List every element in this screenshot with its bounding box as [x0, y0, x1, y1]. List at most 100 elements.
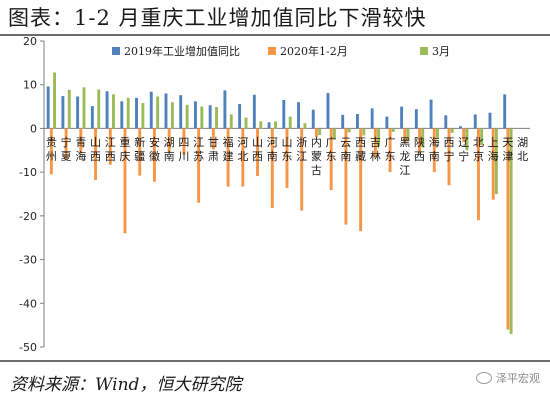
bar [282, 100, 286, 129]
bar [421, 128, 425, 148]
legend-swatch [420, 47, 428, 55]
bar [226, 128, 230, 187]
y-tick-label: 0 [30, 122, 37, 135]
bar [252, 94, 256, 129]
category-label: 青海 [75, 136, 86, 163]
bar [112, 94, 115, 129]
bar [200, 106, 204, 129]
bar [170, 102, 174, 129]
category-label: 四川 [178, 136, 189, 163]
bar [259, 121, 263, 129]
y-tick-label: -30 [19, 254, 37, 267]
category-label: 河南 [267, 136, 278, 163]
y-tick-label: -50 [19, 341, 37, 354]
axes: -50 -40 -30 -20 -10 0 10 20 [19, 35, 530, 354]
bar [315, 128, 318, 138]
category-label: 山西 [252, 136, 263, 163]
bar [223, 90, 227, 129]
bar [359, 128, 363, 232]
bar [285, 128, 289, 188]
category-label: 西宁 [444, 136, 455, 163]
bar [197, 128, 201, 203]
bar [477, 128, 480, 221]
bar [341, 114, 345, 129]
category-label: 湖南 [164, 136, 175, 163]
bar [326, 93, 330, 129]
bar [167, 128, 171, 153]
bar [459, 126, 462, 129]
bar [241, 128, 245, 187]
bars [46, 72, 513, 334]
bar [391, 128, 395, 132]
bar [436, 128, 439, 139]
title-divider [0, 34, 550, 36]
bar [123, 128, 127, 234]
legend: 2019年工业增加值同比 2020年1-2月 3月 [112, 44, 450, 58]
bar [288, 116, 292, 129]
bar [208, 105, 212, 129]
bar [126, 97, 130, 129]
bar [300, 128, 304, 211]
category-label: 北京 [473, 136, 484, 163]
bar [105, 91, 109, 129]
bar [274, 121, 277, 129]
bar [414, 109, 418, 129]
y-tick-label: -10 [19, 166, 37, 179]
category-label: 上海 [488, 136, 499, 163]
bar [297, 102, 300, 129]
bar [406, 128, 410, 142]
bar [141, 103, 145, 129]
category-label: 西藏 [355, 136, 366, 163]
bar [94, 128, 97, 181]
bar [388, 128, 392, 173]
bar [444, 115, 448, 129]
bar [82, 87, 86, 129]
bar [90, 106, 94, 129]
bar [97, 89, 101, 129]
source-bar: 资料来源：Wind，恒大研究院 泽平宏观 [0, 360, 550, 402]
legend-label: 3月 [432, 45, 450, 58]
bar [491, 128, 495, 200]
bar [318, 128, 322, 135]
bar [46, 86, 50, 129]
category-label: 浙江 [296, 136, 307, 163]
title-bar: 图表：1-2 月重庆工业增加值同比下滑较快 [0, 0, 550, 36]
category-label: 河北 [237, 136, 248, 163]
bar [185, 104, 189, 129]
bar [473, 114, 477, 129]
category-label: 天津 [502, 136, 513, 163]
category-label: 新疆 [134, 135, 145, 163]
wechat-icon [476, 372, 492, 384]
source-divider [0, 360, 550, 362]
bar [503, 94, 507, 129]
bar [362, 128, 366, 136]
bar [61, 96, 65, 129]
bar [373, 128, 377, 158]
category-label: 广东 [385, 136, 396, 163]
bar [120, 101, 124, 129]
bar [370, 108, 374, 129]
category-label: 吉林 [370, 136, 381, 163]
legend-label: 2019年工业增加值同比 [124, 44, 240, 58]
bar [179, 95, 183, 129]
bar [400, 106, 404, 129]
bar [403, 128, 407, 143]
bar [135, 97, 138, 129]
bar [355, 114, 359, 129]
bar [506, 128, 510, 330]
bar [509, 128, 513, 334]
bar [149, 91, 153, 129]
bar [385, 116, 389, 129]
bar [488, 112, 492, 129]
category-label: 山东 [282, 136, 293, 163]
category-label: 江西 [105, 136, 116, 163]
category-label: 贵州 [46, 136, 57, 163]
category-label: 湖北 [517, 136, 528, 163]
bar [267, 122, 271, 129]
category-label: 辽宁 [458, 136, 469, 163]
bar [108, 128, 112, 165]
watermark-label: 泽平宏观 [496, 372, 540, 385]
legend-label: 2020年1-2月 [280, 44, 348, 58]
bar [182, 128, 186, 155]
